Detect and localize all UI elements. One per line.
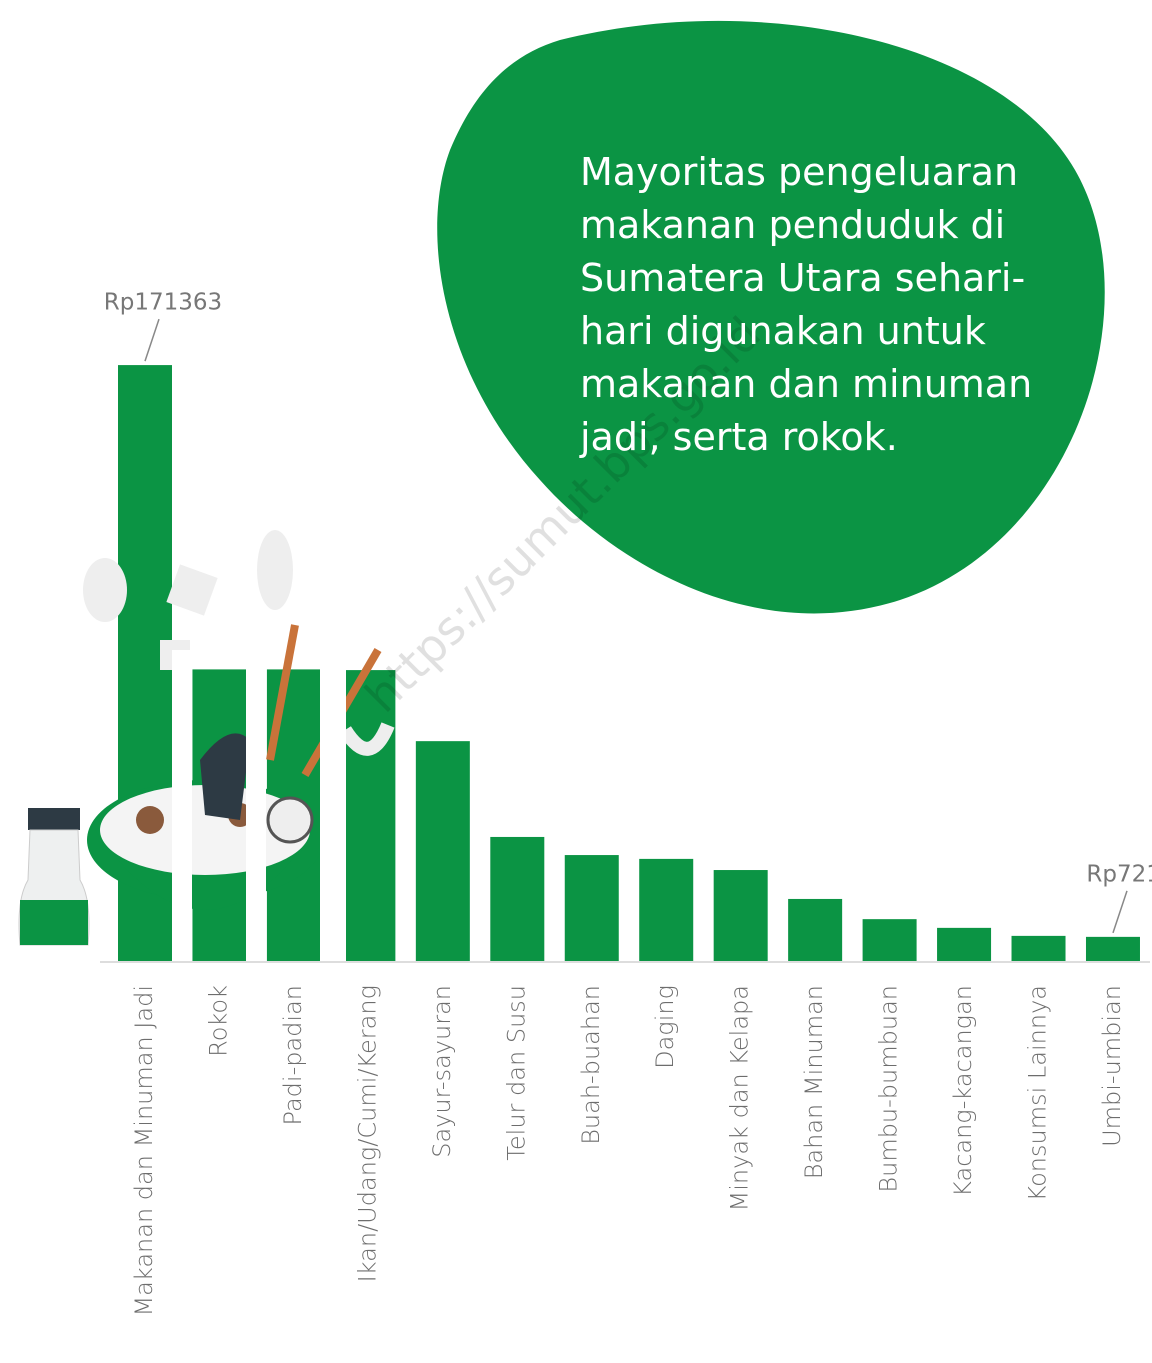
bar — [564, 855, 619, 962]
bar — [490, 836, 545, 962]
x-tick-label: Padi-padian — [279, 985, 307, 1125]
x-tick-label: Bahan Minuman — [800, 985, 828, 1179]
annotation-line: Sumatera Utara sehari- — [580, 256, 1025, 300]
annotation-line: Mayoritas pengeluaran — [580, 150, 1018, 194]
x-tick-label: Buah-buahan — [577, 985, 605, 1145]
annotation-line: jadi, serta rokok. — [579, 415, 898, 459]
x-tick-label: Minyak dan Kelapa — [726, 985, 754, 1211]
x-tick-label: Telur dan Susu — [502, 985, 530, 1161]
bar — [639, 858, 694, 962]
x-tick-label: Sayur-sayuran — [428, 985, 456, 1158]
bar — [937, 927, 992, 962]
note-blob — [437, 20, 1105, 614]
annotation-line: hari digunakan untuk — [580, 309, 986, 353]
annotation-line: makanan dan minuman — [580, 362, 1032, 406]
x-tick-label: Rokok — [204, 985, 232, 1057]
x-tick-label: Ikan/Udang/Cumi/Kerang — [353, 985, 381, 1282]
bar — [415, 741, 470, 962]
food-illustration — [18, 530, 395, 970]
value-label: Rp7215 — [1086, 861, 1152, 887]
x-tick-label: Kacang-kacangan — [949, 985, 977, 1197]
annotation-line: makanan penduduk di — [580, 203, 1005, 247]
x-tick-label: Daging — [651, 985, 679, 1069]
bar — [713, 870, 768, 962]
x-tick-label: Umbi-umbian — [1098, 985, 1126, 1147]
label-leader — [144, 318, 160, 362]
label-leader — [1112, 890, 1128, 934]
bar — [788, 898, 843, 962]
bar — [1085, 936, 1140, 962]
bar — [341, 670, 396, 962]
x-tick-label: Makanan dan Minuman Jadi — [130, 985, 158, 1317]
bar — [862, 919, 917, 962]
x-tick-label: Bumbu-bumbuan — [875, 985, 903, 1193]
bar — [1011, 935, 1066, 962]
value-label: Rp171363 — [104, 290, 222, 316]
x-tick-label: Konsumsi Lainnya — [1024, 985, 1052, 1201]
